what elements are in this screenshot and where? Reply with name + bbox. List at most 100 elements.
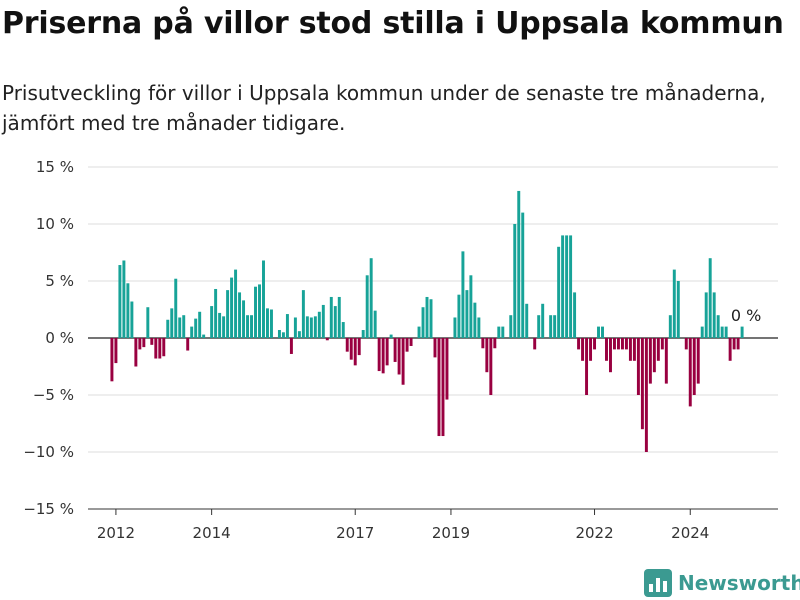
bar xyxy=(636,338,640,395)
bar xyxy=(385,338,389,366)
bar xyxy=(337,296,341,338)
bar xyxy=(668,315,672,338)
bar xyxy=(166,319,170,338)
x-tick-label: 2019 xyxy=(432,524,470,542)
bar xyxy=(704,292,708,338)
bar xyxy=(453,317,457,338)
newsworthy-logo-icon xyxy=(644,569,672,597)
bar xyxy=(676,281,680,338)
x-axis-ticks: 2012 2014 2017 2019 2022 2024 xyxy=(88,508,778,542)
bar xyxy=(425,296,429,338)
brand-name: Newsworthy xyxy=(678,571,800,595)
bar xyxy=(616,338,620,350)
bar xyxy=(198,311,202,338)
bar xyxy=(656,338,660,361)
bar xyxy=(365,275,369,338)
bar xyxy=(401,338,405,385)
bar xyxy=(445,338,449,400)
bar xyxy=(281,332,285,338)
bar xyxy=(469,275,473,338)
bar xyxy=(477,317,481,338)
bar xyxy=(465,290,469,338)
y-axis-ticks: 15 % 10 % 5 % 0 % −5 % −10 % −15 % xyxy=(23,158,74,518)
bar xyxy=(716,315,720,338)
bar xyxy=(110,338,114,382)
bar xyxy=(154,338,158,359)
bar xyxy=(644,338,648,452)
bar xyxy=(122,260,126,338)
bar xyxy=(285,314,289,338)
bar xyxy=(349,338,353,360)
bar xyxy=(293,317,297,338)
bar xyxy=(712,292,716,338)
bar xyxy=(601,326,604,338)
bar xyxy=(170,308,174,338)
bar xyxy=(609,338,612,373)
bar xyxy=(569,235,573,338)
bar xyxy=(357,338,361,356)
bar xyxy=(361,330,365,338)
bar xyxy=(134,338,138,367)
bar xyxy=(700,326,704,338)
bar xyxy=(190,326,194,338)
bar xyxy=(254,286,257,338)
bar xyxy=(333,306,337,338)
bar xyxy=(577,338,581,350)
y-tick-label: 10 % xyxy=(36,215,74,233)
bar xyxy=(585,338,589,395)
bar xyxy=(138,338,142,350)
chart-subtitle: Prisutveckling för villor i Uppsala komm… xyxy=(2,81,766,135)
bar xyxy=(258,284,261,338)
bar xyxy=(581,338,585,361)
bar xyxy=(537,315,541,338)
bar xyxy=(728,338,732,361)
x-tick-label: 2014 xyxy=(193,524,231,542)
bar xyxy=(660,338,664,350)
bar xyxy=(397,338,401,375)
bar xyxy=(297,331,301,338)
bar xyxy=(222,316,226,338)
brand: Newsworthy xyxy=(644,566,800,600)
bar xyxy=(405,338,409,352)
y-tick-label: 5 % xyxy=(45,272,74,290)
bar xyxy=(417,326,421,338)
bar xyxy=(628,338,632,361)
bar xyxy=(313,316,317,338)
bar xyxy=(652,338,656,373)
bars xyxy=(110,190,744,452)
bar xyxy=(513,224,517,338)
bar xyxy=(429,299,433,338)
bar xyxy=(377,338,381,372)
bar xyxy=(409,338,413,346)
bar xyxy=(573,292,577,338)
bar xyxy=(541,303,545,338)
bar xyxy=(126,283,130,338)
bar xyxy=(114,338,118,364)
bar xyxy=(433,338,437,358)
x-tick-label: 2017 xyxy=(336,524,374,542)
bar xyxy=(589,338,593,361)
bar xyxy=(489,338,493,395)
bar xyxy=(214,288,218,338)
bar xyxy=(353,338,357,366)
bar xyxy=(720,326,724,338)
bar xyxy=(521,212,525,338)
bar xyxy=(620,338,624,350)
bar xyxy=(182,315,186,338)
bar xyxy=(481,338,485,349)
bar xyxy=(473,302,477,338)
bar xyxy=(158,338,162,359)
bar xyxy=(696,338,700,384)
y-tick-label: 15 % xyxy=(36,158,74,176)
bar xyxy=(301,290,305,338)
bar xyxy=(142,338,146,348)
bar xyxy=(672,269,676,338)
bar xyxy=(309,317,313,338)
bar xyxy=(732,338,736,350)
bar xyxy=(329,296,333,338)
bar xyxy=(381,338,385,374)
bar xyxy=(150,338,154,345)
bar xyxy=(345,338,349,352)
annotations: 0 % xyxy=(731,306,761,325)
bar xyxy=(593,338,597,350)
